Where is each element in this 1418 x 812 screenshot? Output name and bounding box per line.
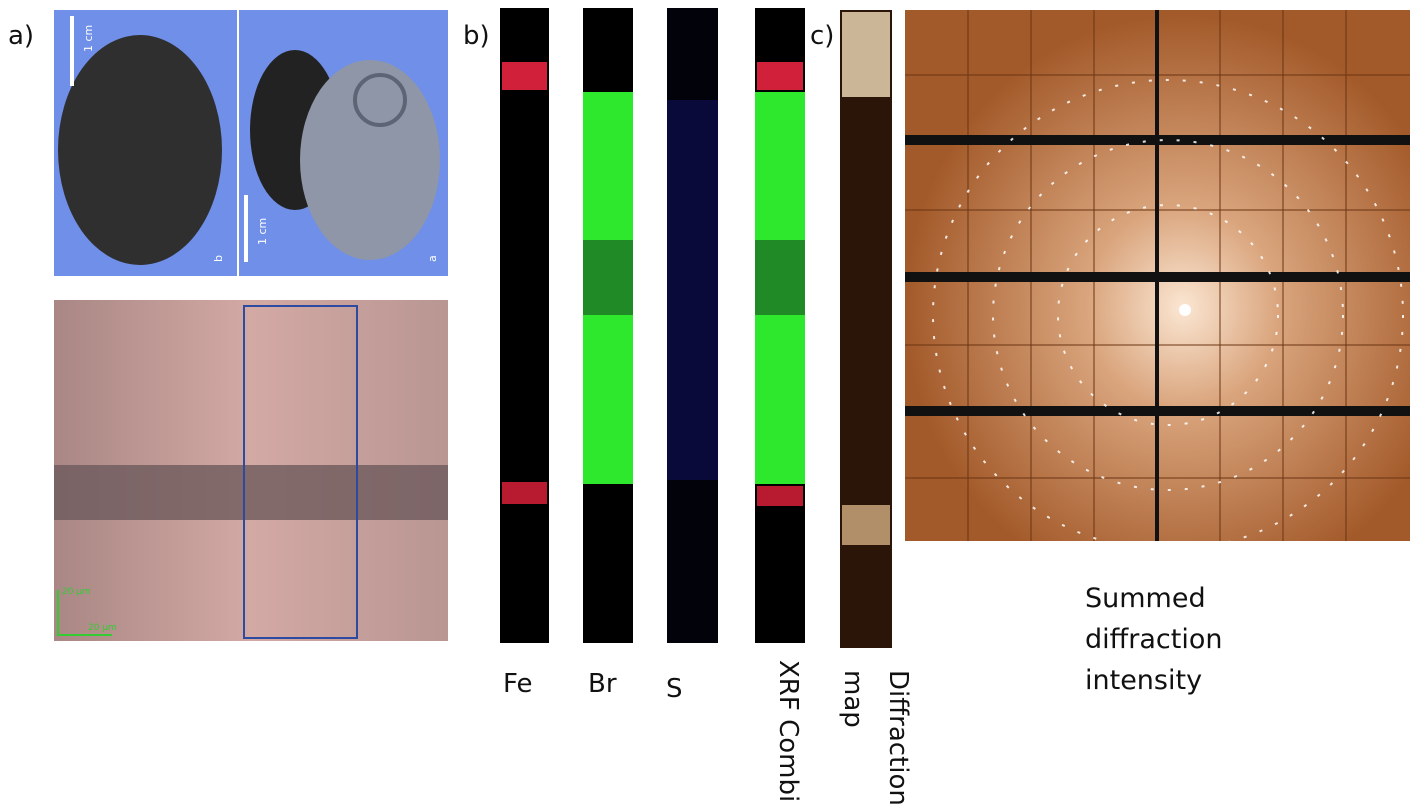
fe-signal [502, 482, 547, 504]
xrf-fe [757, 486, 803, 506]
scale-text: 1 cm [256, 218, 269, 245]
map-caption: Diffraction [883, 670, 913, 806]
panel-label: a) [8, 21, 34, 51]
photo-letter: b [212, 255, 225, 262]
fe-signal [502, 62, 547, 90]
strip-label: XRF Combi [773, 660, 803, 802]
caption: intensity [1085, 665, 1202, 696]
caption: Summed [1085, 583, 1206, 614]
s-signal [667, 100, 718, 480]
panel-label: b) [463, 21, 490, 51]
scale-text: 1 cm [82, 25, 95, 52]
figure: a) 1 cm b 1 cm a 20 µm 20 µm b) Fe Br S … [0, 0, 1418, 812]
xrf-br [755, 240, 805, 315]
photo-letter: a [426, 255, 439, 262]
fe-strip [500, 8, 549, 643]
dark-band [54, 465, 448, 520]
map-signal [842, 505, 890, 545]
shell [300, 60, 440, 260]
scale-text: 20 µm [88, 623, 117, 633]
map-caption: map [838, 670, 868, 728]
strip-label: Br [588, 669, 617, 699]
strip-label: S [666, 674, 683, 704]
br-signal [583, 240, 633, 315]
scale-text: 20 µm [62, 587, 91, 597]
strip-label: Fe [503, 669, 533, 699]
beam-center [1179, 304, 1191, 316]
xrf-fe [757, 62, 803, 90]
panel-label: c) [810, 21, 834, 51]
scaly-foot [58, 35, 222, 265]
map-signal [842, 12, 890, 97]
diffraction-map [840, 10, 892, 648]
caption: diffraction [1085, 624, 1222, 655]
